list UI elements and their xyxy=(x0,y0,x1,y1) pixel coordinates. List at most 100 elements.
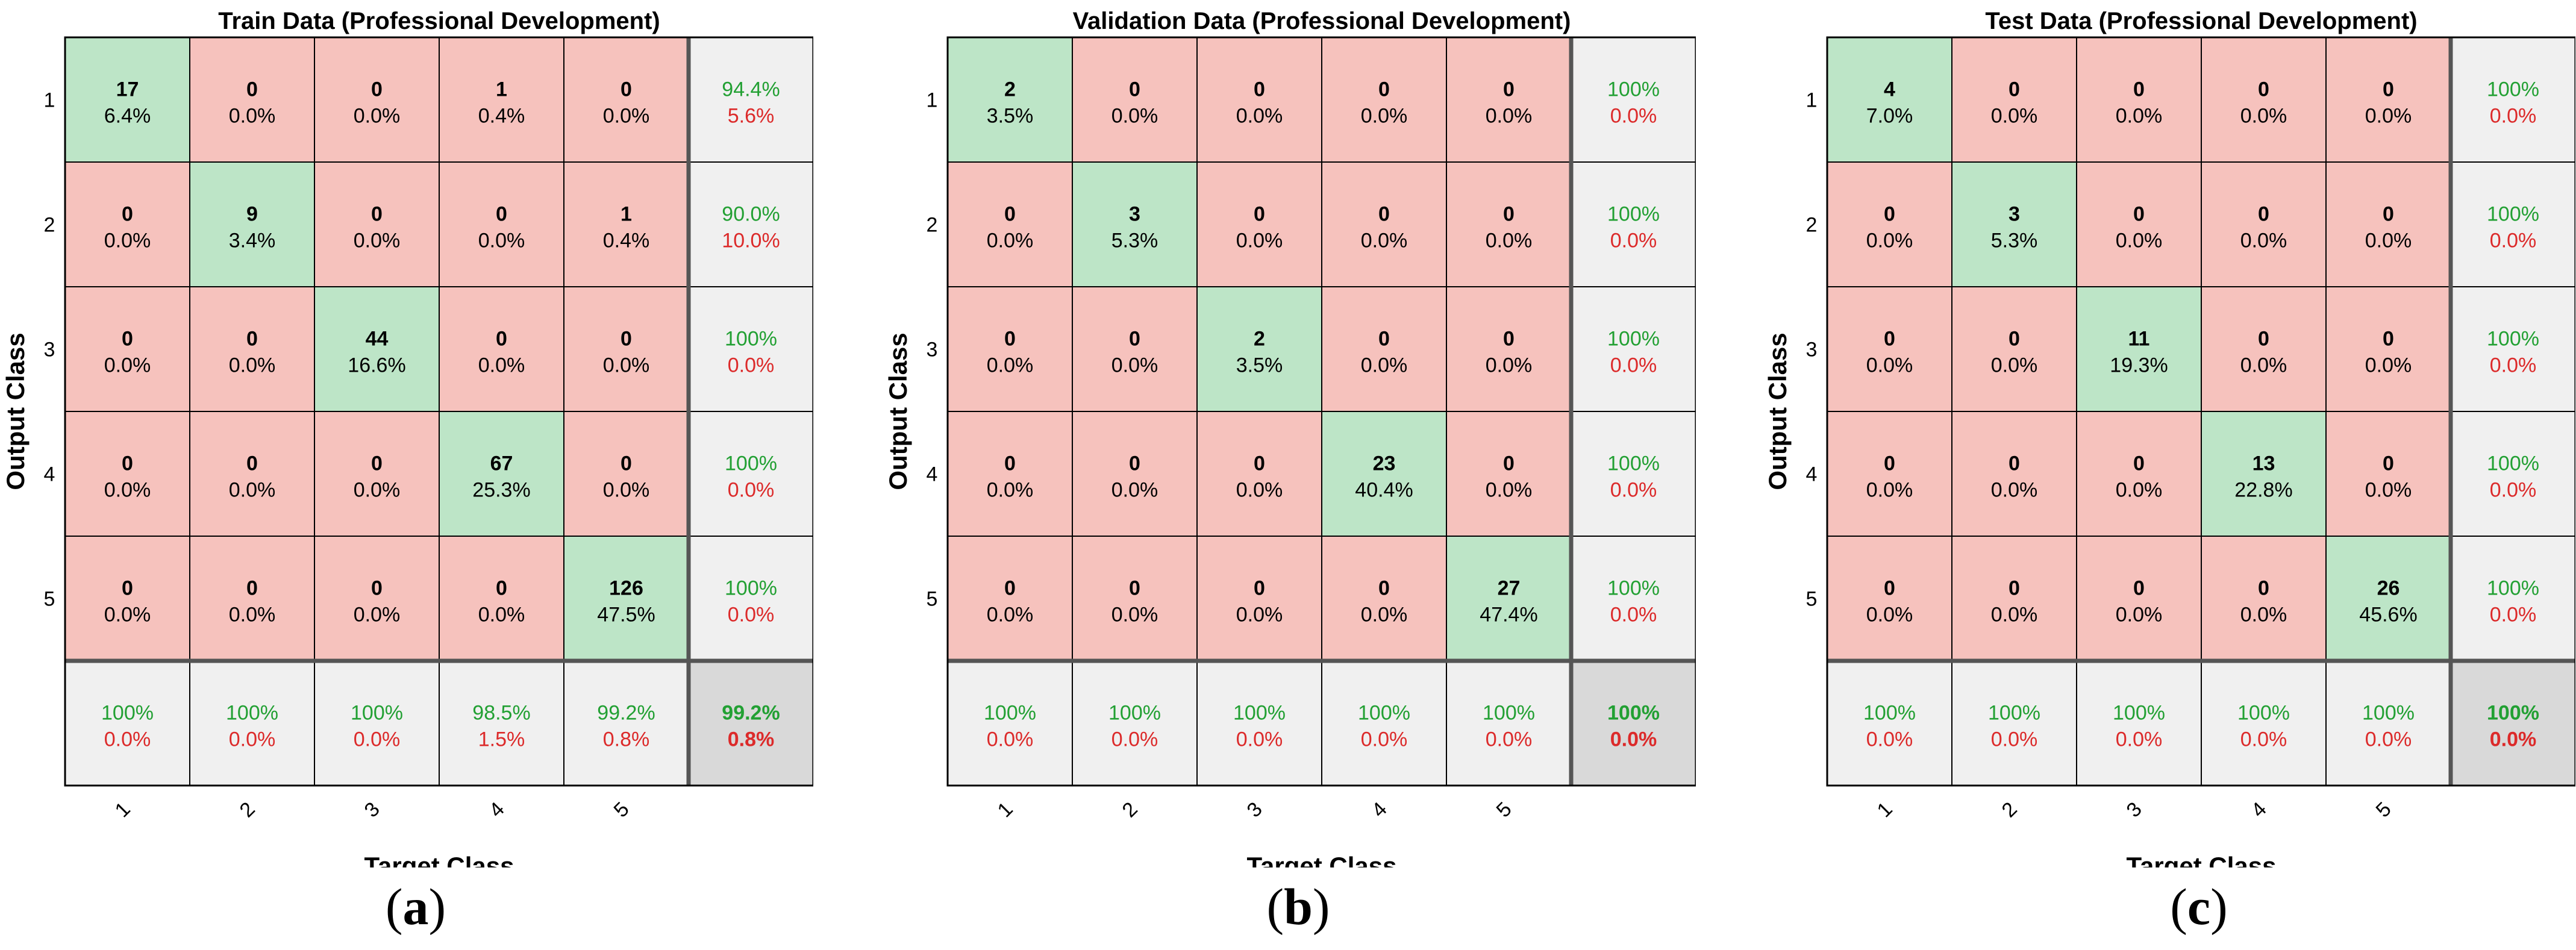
x-tick-3: 3 xyxy=(2122,798,2146,822)
cell-r5-c4-percent: 0.0% xyxy=(1361,604,1408,627)
row-summary-1-value: 100% xyxy=(1607,78,1660,101)
cell-r5-c3-value: 0 xyxy=(2133,577,2145,600)
cell-r3-c3-percent: 19.3% xyxy=(2110,354,2168,377)
cell-r5-c4-bg xyxy=(2201,536,2327,661)
row-summary-5-bg xyxy=(1571,536,1696,661)
col-summary-2-bg xyxy=(189,660,315,786)
cell-r2-c3-bg xyxy=(1196,161,1322,287)
cell-r1-c1-bg xyxy=(64,37,190,163)
cell-r3-c1-value: 0 xyxy=(1884,328,1895,351)
cell-r2-c5-value: 0 xyxy=(1503,203,1515,226)
matrix-border xyxy=(946,36,1696,787)
cell-r1-c4-value: 0 xyxy=(2258,78,2269,101)
row-summary-3-bg xyxy=(1571,286,1696,412)
col-summary-1-percent: 0.0% xyxy=(987,728,1034,751)
y-tick-4: 4 xyxy=(1806,463,1818,486)
x-axis-label: Target Class xyxy=(1247,852,1397,867)
cell-r5-c2-bg xyxy=(189,536,315,661)
cell-r2-c3-value: 0 xyxy=(371,203,383,226)
cell-r3-c2-percent: 0.0% xyxy=(1111,354,1158,377)
col-summary-1-bg xyxy=(1827,660,1952,786)
x-tick-4: 4 xyxy=(2247,798,2271,822)
col-summary-1-value: 100% xyxy=(101,702,154,725)
y-tick-5: 5 xyxy=(44,588,55,611)
x-tick-5: 5 xyxy=(610,798,634,822)
cell-r5-c3-bg xyxy=(1196,536,1322,661)
row-summary-2-percent: 0.0% xyxy=(2490,230,2537,252)
cell-r1-c1-value: 4 xyxy=(1884,78,1895,101)
cell-r5-c2-bg xyxy=(1072,536,1198,661)
cell-r4-c4-bg xyxy=(439,411,564,537)
cell-r2-c4-percent: 0.0% xyxy=(478,230,525,252)
row-summary-4-percent: 0.0% xyxy=(728,479,775,502)
cell-r4-c1-percent: 0.0% xyxy=(104,479,151,502)
row-summary-4-percent: 0.0% xyxy=(2490,479,2537,502)
col-summary-3-value: 100% xyxy=(1233,702,1286,725)
cell-r3-c5-bg xyxy=(1446,286,1572,412)
cell-r4-c2-bg xyxy=(1072,411,1198,537)
cell-r4-c2-value: 0 xyxy=(1129,452,1140,475)
cell-r2-c3-value: 0 xyxy=(2133,203,2145,226)
y-tick-5: 5 xyxy=(927,588,938,611)
cell-r2-c2-percent: 5.3% xyxy=(1111,230,1158,252)
y-tick-2: 2 xyxy=(1806,214,1818,237)
col-summary-2-percent: 0.0% xyxy=(229,728,276,751)
cell-r1-c1-percent: 7.0% xyxy=(1866,105,1913,128)
cell-r1-c3-percent: 0.0% xyxy=(1236,105,1283,128)
cell-r3-c5-bg xyxy=(563,286,689,412)
cell-r3-c1-value: 0 xyxy=(1004,328,1016,351)
row-summary-1-bg xyxy=(2450,37,2575,163)
cell-r4-c2-bg xyxy=(189,411,315,537)
col-summary-3-value: 100% xyxy=(351,702,403,725)
cell-r5-c5-bg xyxy=(1446,536,1572,661)
cell-r4-c3-bg xyxy=(1196,411,1322,537)
caption-a: (a) xyxy=(385,878,446,936)
x-tick-2: 2 xyxy=(1118,798,1142,822)
confusion-matrix-test: Test Data (Professional Development) 4 7.0… xyxy=(1763,8,2575,867)
cell-r5-c3-value: 0 xyxy=(371,577,383,600)
cell-r4-c4-percent: 25.3% xyxy=(472,479,530,502)
cell-r5-c3-percent: 0.0% xyxy=(1236,604,1283,627)
row-summary-3-value: 100% xyxy=(725,328,777,351)
row-summary-3-percent: 0.0% xyxy=(728,354,775,377)
cell-r5-c4-percent: 0.0% xyxy=(2240,604,2287,627)
cell-r3-c3-bg xyxy=(2076,286,2202,412)
cell-r4-c1-bg xyxy=(64,411,190,537)
cell-r4-c2-value: 0 xyxy=(246,452,258,475)
cell-r4-c1-percent: 0.0% xyxy=(1866,479,1913,502)
cell-r4-c1-value: 0 xyxy=(1004,452,1016,475)
col-summary-2-value: 100% xyxy=(1988,702,2040,725)
cell-r2-c4-percent: 0.0% xyxy=(1361,230,1408,252)
col-summary-5-percent: 0.0% xyxy=(1486,728,1533,751)
cell-r5-c3-value: 0 xyxy=(1254,577,1265,600)
col-summary-4-percent: 0.0% xyxy=(2240,728,2287,751)
panel-validation: Validation Data (Professional Developmen… xyxy=(883,0,1696,867)
cell-r5-c1-value: 0 xyxy=(1884,577,1895,600)
row-summary-5-value: 100% xyxy=(1607,577,1660,600)
cell-r2-c1-percent: 0.0% xyxy=(104,230,151,252)
cell-r3-c1-bg xyxy=(947,286,1073,412)
row-summary-1-bg xyxy=(688,37,813,163)
row-summary-4-value: 100% xyxy=(725,452,777,475)
x-tick-2: 2 xyxy=(1998,798,2022,822)
row-summary-5-percent: 0.0% xyxy=(1610,604,1657,627)
col-summary-1-value: 100% xyxy=(1863,702,1916,725)
cell-r4-c4-percent: 22.8% xyxy=(2234,479,2292,502)
overall-summary-bg xyxy=(2450,660,2575,786)
cell-r3-c1-percent: 0.0% xyxy=(1866,354,1913,377)
cell-r1-c5-value: 0 xyxy=(1503,78,1515,101)
cell-r3-c2-bg xyxy=(1951,286,2077,412)
cell-r4-c5-value: 0 xyxy=(1503,452,1515,475)
cell-r1-c4-percent: 0.0% xyxy=(2240,105,2287,128)
cell-r2-c5-percent: 0.0% xyxy=(1486,230,1533,252)
cell-r2-c2-value: 3 xyxy=(1129,203,1140,226)
y-tick-3: 3 xyxy=(1806,339,1818,361)
cell-r2-c1-value: 0 xyxy=(1884,203,1895,226)
y-tick-2: 2 xyxy=(44,214,55,237)
x-tick-1: 1 xyxy=(111,798,135,822)
cell-r4-c3-value: 0 xyxy=(2133,452,2145,475)
cell-r5-c3-bg xyxy=(2076,536,2202,661)
cell-r3-c1-percent: 0.0% xyxy=(104,354,151,377)
cell-r3-c1-bg xyxy=(64,286,190,412)
